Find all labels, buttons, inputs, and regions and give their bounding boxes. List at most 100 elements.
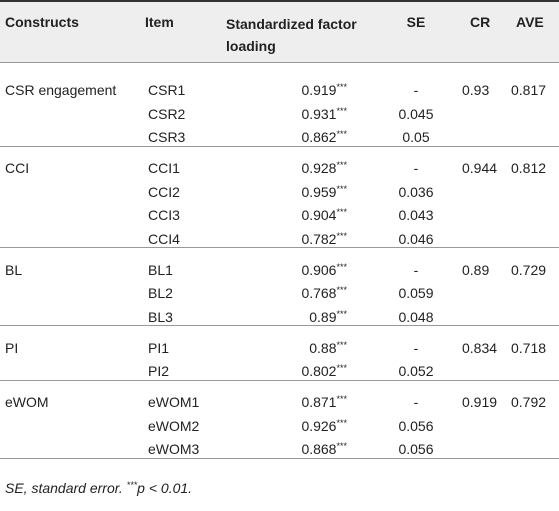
- bottom-rule: [0, 457, 559, 459]
- loading: 0.928***: [200, 159, 347, 177]
- column-header: AVE: [516, 14, 544, 30]
- se: 0.059: [398, 285, 434, 301]
- loading-value: 0.89: [309, 308, 337, 325]
- loading-value: 0.906: [301, 261, 337, 278]
- construct: BL: [5, 261, 23, 278]
- loading: 0.862***: [200, 128, 347, 146]
- se: -: [413, 394, 419, 410]
- construct: CSR engagement: [5, 82, 117, 98]
- se: 0.056: [398, 441, 434, 457]
- construct: eWOM: [5, 394, 49, 410]
- significance: ***: [336, 308, 347, 319]
- se: -: [413, 339, 419, 356]
- item: PI1: [148, 339, 170, 356]
- loading-value: 0.931: [301, 105, 337, 122]
- ave: 0.812: [511, 160, 547, 176]
- loading-value: 0.919: [301, 82, 337, 98]
- se: 0.056: [398, 417, 434, 434]
- significance: ***: [336, 363, 347, 373]
- loading: 0.919***: [200, 81, 347, 99]
- loading: 0.931***: [200, 105, 347, 123]
- significance: ***: [336, 129, 347, 139]
- se: 0.043: [398, 207, 434, 223]
- loading: 0.89***: [200, 308, 347, 326]
- se: -: [413, 82, 419, 98]
- item: BL1: [148, 261, 173, 278]
- loading: 0.906***: [200, 261, 347, 279]
- significance: ***: [336, 230, 347, 241]
- footnote-abbr: SE, standard error.: [5, 480, 123, 496]
- loading-value: 0.928: [301, 160, 337, 176]
- top-rule: [0, 0, 559, 2]
- loading: 0.88***: [200, 339, 347, 357]
- significance: ***: [336, 339, 347, 350]
- construct: PI: [5, 339, 19, 356]
- se: -: [413, 160, 419, 176]
- loading-value: 0.88: [309, 339, 337, 356]
- column-header: Constructs: [5, 14, 79, 30]
- significance: ***: [336, 183, 347, 194]
- se: 0.046: [398, 230, 434, 247]
- group-rule: [0, 247, 559, 248]
- item: CSR3: [148, 129, 186, 145]
- group-rule: [0, 379, 559, 381]
- group-rule: [0, 145, 559, 147]
- item: PI2: [148, 363, 170, 379]
- loading-value: 0.862: [301, 129, 337, 145]
- cr: 0.834: [462, 339, 498, 356]
- footnote-p: p < 0.01.: [137, 480, 193, 496]
- cr: 0.919: [462, 394, 498, 410]
- se: -: [413, 261, 419, 278]
- loading-value: 0.871: [301, 394, 337, 410]
- item: eWOM2: [148, 417, 200, 434]
- loading: 0.868***: [200, 440, 347, 458]
- significance: ***: [336, 285, 347, 295]
- item: CCI1: [148, 160, 180, 176]
- footnote-sig: ***: [126, 480, 138, 490]
- loading-value: 0.926: [301, 417, 337, 434]
- column-header: Standardized factor loading: [226, 16, 357, 54]
- item: BL3: [148, 308, 173, 325]
- item: BL2: [148, 285, 173, 301]
- loading-value: 0.802: [301, 363, 337, 379]
- significance: ***: [336, 207, 347, 217]
- item: CSR2: [148, 105, 186, 122]
- header-background: [0, 0, 559, 62]
- ave: 0.718: [511, 339, 547, 356]
- column-header: Item: [145, 14, 174, 30]
- loading: 0.926***: [200, 417, 347, 435]
- item: CCI2: [148, 183, 180, 200]
- item: eWOM1: [148, 394, 200, 410]
- column-header: SE: [406, 14, 426, 30]
- group-rule: [0, 325, 559, 326]
- significance: ***: [336, 160, 347, 170]
- column-header: CR: [470, 14, 491, 30]
- significance: ***: [336, 394, 347, 404]
- significance: ***: [336, 105, 347, 116]
- loading-value: 0.959: [301, 183, 337, 200]
- loading-value: 0.768: [301, 285, 337, 301]
- loading: 0.959***: [200, 183, 347, 201]
- loading: 0.802***: [200, 362, 347, 380]
- ave: 0.792: [511, 394, 547, 410]
- cr: 0.944: [462, 160, 498, 176]
- significance: ***: [336, 441, 347, 451]
- significance: ***: [336, 261, 347, 272]
- loading: 0.871***: [200, 393, 347, 411]
- loading: 0.768***: [200, 284, 347, 302]
- header-rule: [0, 62, 559, 63]
- loading-value: 0.782: [301, 230, 337, 247]
- item: CSR1: [148, 82, 186, 98]
- se: 0.052: [398, 363, 434, 379]
- ave: 0.817: [511, 82, 547, 98]
- footnote: SE, standard error. ***p < 0.01.: [5, 480, 192, 496]
- loading: 0.782***: [200, 230, 347, 248]
- se: 0.05: [402, 129, 430, 145]
- construct: CCI: [5, 160, 30, 176]
- ave: 0.729: [511, 261, 547, 278]
- significance: ***: [336, 82, 347, 92]
- se: 0.045: [398, 105, 434, 122]
- loading: 0.904***: [200, 206, 347, 224]
- loading-value: 0.868: [301, 441, 337, 457]
